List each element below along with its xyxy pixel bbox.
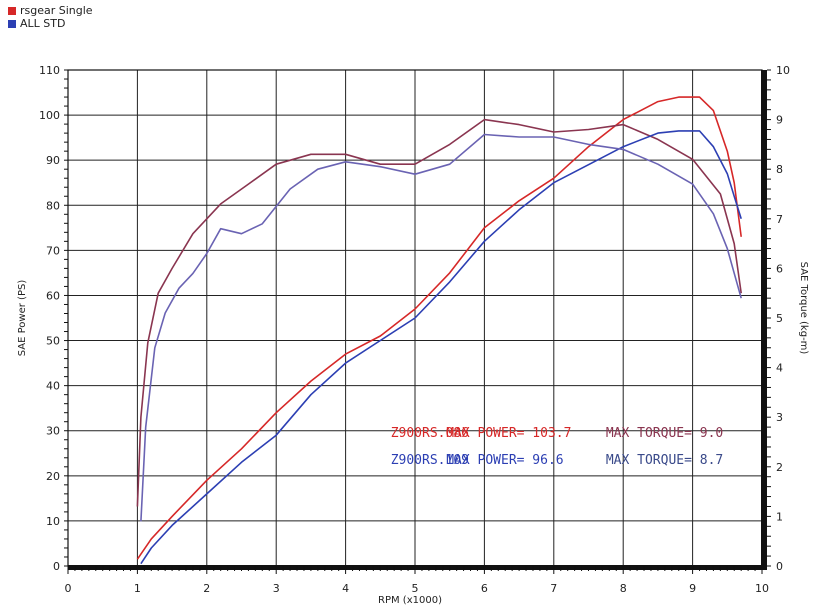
y-left-tick-label-40: 40: [46, 380, 60, 393]
x-tick-label-3: 3: [273, 582, 280, 595]
y-right-tick-label-10: 10: [776, 64, 790, 77]
legend: rsgear Single ALL STD: [8, 4, 93, 30]
series-line-rsgear-power: [136, 96, 742, 560]
bottom-axis-bar: [68, 565, 767, 570]
annotation-2: MAX TORQUE= 9.0: [606, 426, 723, 441]
y-right-tick-label-5: 5: [776, 312, 783, 325]
y-right-tick-label-9: 9: [776, 114, 783, 127]
x-tick-label-9: 9: [689, 582, 696, 595]
y-right-tick-label-7: 7: [776, 213, 783, 226]
legend-label-rsgear: rsgear Single: [20, 4, 93, 17]
annotation-3: Z900RS.109: [391, 453, 469, 468]
x-tick-label-7: 7: [550, 582, 557, 595]
y-left-tick-label-10: 10: [46, 515, 60, 528]
axis-ticks: 0 1 2 3 4 5 6 7 8 9 100102030405060708090100110012…: [39, 64, 790, 595]
y-right-tick-label-1: 1: [776, 510, 783, 523]
y-left-tick-label-0: 0: [53, 560, 60, 573]
series-line-std-power: [140, 130, 742, 565]
x-tick-label-6: 6: [481, 582, 488, 595]
y-axis-title-right: SAE Torque (kg-m): [798, 262, 809, 355]
y-axis-title-left: SAE Power (PS): [17, 280, 28, 357]
y-right-tick-label-3: 3: [776, 411, 783, 424]
legend-label-std: ALL STD: [20, 17, 66, 30]
y-left-tick-label-90: 90: [46, 154, 60, 167]
y-left-tick-label-100: 100: [39, 109, 60, 122]
x-tick-label-5: 5: [412, 582, 419, 595]
series-lines: [136, 96, 742, 565]
grid-lines: [67, 69, 767, 570]
y-left-tick-label-30: 30: [46, 425, 60, 438]
series-line-std-torque: [140, 133, 742, 522]
y-left-tick-label-70: 70: [46, 244, 60, 257]
y-left-tick-label-60: 60: [46, 289, 60, 302]
y-right-tick-label-0: 0: [776, 560, 783, 573]
series-line-rsgear-torque: [136, 118, 742, 507]
y-left-tick-label-20: 20: [46, 470, 60, 483]
x-axis-title: RPM (x1000): [378, 595, 442, 606]
legend-item-rsgear: rsgear Single: [8, 4, 93, 17]
y-left-tick-label-110: 110: [39, 64, 60, 77]
x-tick-label-2: 2: [203, 582, 210, 595]
y-right-tick-label-8: 8: [776, 163, 783, 176]
x-tick-label-4: 4: [342, 582, 349, 595]
y-right-tick-label-2: 2: [776, 461, 783, 474]
legend-item-std: ALL STD: [8, 17, 93, 30]
y-right-tick-label-4: 4: [776, 362, 783, 375]
legend-swatch-rsgear: [8, 6, 16, 15]
annotation-0: Z900RS.086: [391, 426, 469, 441]
y-left-tick-label-50: 50: [46, 335, 60, 348]
annotation-1: MAX POWER= 103.7: [446, 426, 571, 441]
legend-swatch-std: [8, 19, 16, 28]
annotation-4: MAX POWER= 96.6: [446, 453, 563, 468]
x-tick-label-8: 8: [620, 582, 627, 595]
right-axis-bar: [761, 70, 767, 569]
x-tick-label-0: 0: [65, 582, 72, 595]
y-left-tick-label-80: 80: [46, 199, 60, 212]
annotation-5: MAX TORQUE= 8.7: [606, 453, 723, 468]
x-tick-label-1: 1: [134, 582, 141, 595]
y-right-tick-label-6: 6: [776, 262, 783, 275]
x-tick-label-10: 10: [755, 582, 769, 595]
